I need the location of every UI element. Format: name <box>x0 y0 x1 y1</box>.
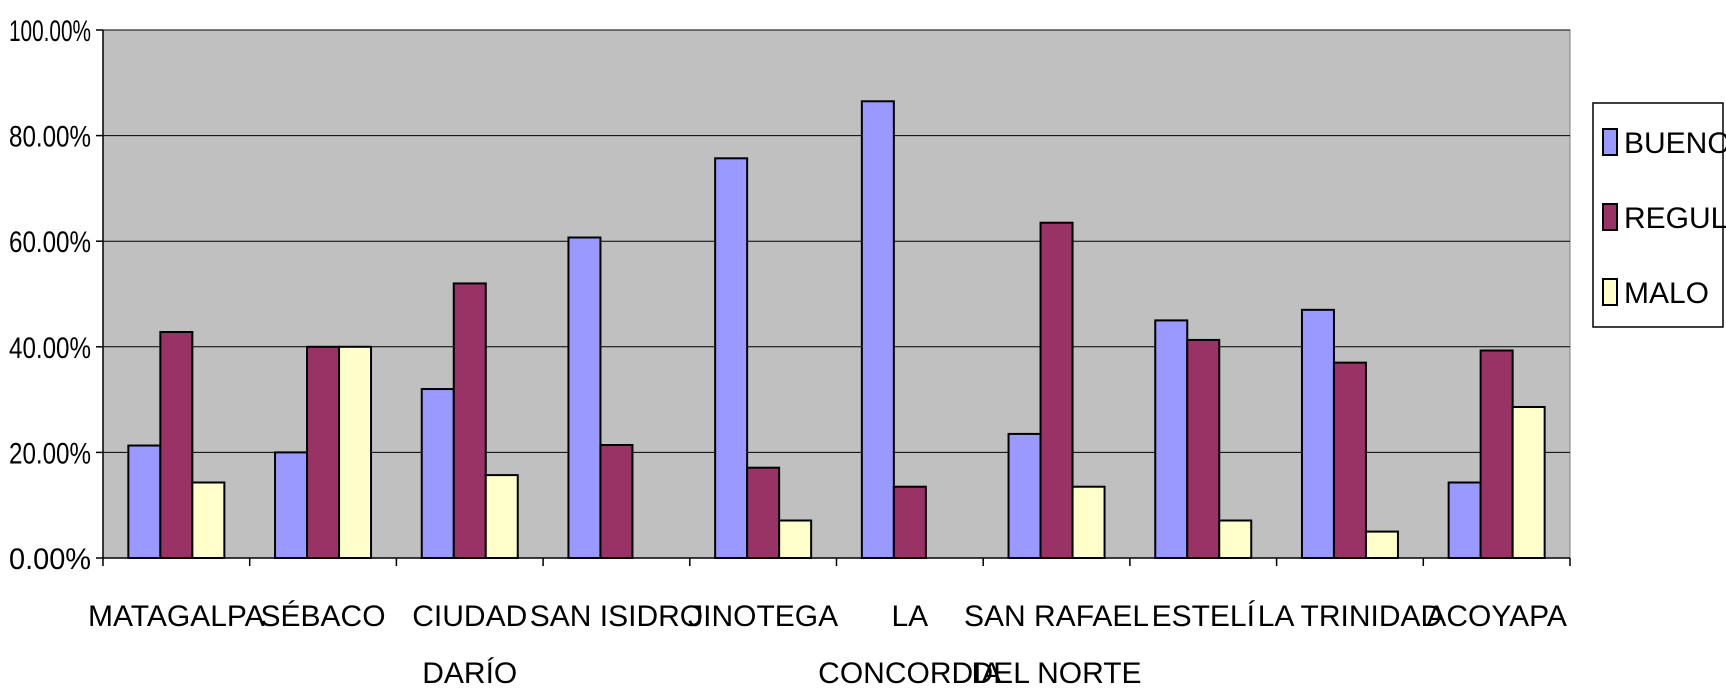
legend-label: BUENO <box>1624 127 1726 160</box>
axes <box>102 30 1571 566</box>
bar-bueno-7 <box>1154 319 1189 559</box>
bar-malo-6 <box>1071 485 1106 559</box>
x-category-label: LA TRINIDAD <box>1258 600 1443 633</box>
bar-bueno-2 <box>420 388 455 560</box>
bar-bueno-0 <box>127 444 162 560</box>
bar-bueno-3 <box>567 236 602 559</box>
y-axis-ticks: 0.00% 20.00% 40.00% 60.00% 80.00% 100.00% <box>9 15 103 576</box>
bar-malo-0 <box>191 481 226 559</box>
y-tick-label: 0.00% <box>9 543 91 576</box>
legend-swatch-malo <box>1602 278 1618 306</box>
x-category-label: CONCORDIA <box>818 657 1001 689</box>
bar-regular-8 <box>1332 361 1367 560</box>
bar-bueno-5 <box>860 100 895 559</box>
bar-bueno-9 <box>1447 481 1482 559</box>
bar-malo-9 <box>1511 405 1546 559</box>
bar-malo-4 <box>778 519 813 560</box>
x-category-label: SÉBACO <box>261 600 386 633</box>
x-category-label: DEL NORTE <box>972 657 1142 689</box>
bar-regular-4 <box>746 466 781 560</box>
bar-malo-2 <box>484 474 519 560</box>
x-category-label: DARÍO <box>422 657 517 689</box>
y-tick-label: 100.00% <box>9 15 91 48</box>
x-category-label: CIUDAD <box>412 600 527 633</box>
bar-bueno-8 <box>1300 308 1335 559</box>
bar-regular-6 <box>1039 221 1074 559</box>
bar-regular-1 <box>306 345 341 559</box>
legend-label: REGULAR <box>1624 202 1726 235</box>
y-tick-label: 80.00% <box>9 121 91 154</box>
bars <box>127 100 1546 560</box>
x-category-label: MATAGALPA <box>88 600 265 633</box>
x-category-label: SAN ISIDRO <box>530 600 703 633</box>
x-category-label: SAN RAFAEL <box>964 600 1149 633</box>
x-category-label: ACOYAPA <box>1426 600 1567 633</box>
bar-malo-1 <box>338 345 373 559</box>
y-tick-label: 40.00% <box>9 332 91 365</box>
bar-malo-7 <box>1218 519 1253 560</box>
legend-swatch-bueno <box>1602 128 1618 156</box>
y-tick-label: 20.00% <box>9 437 91 470</box>
x-category-label: LA <box>891 600 928 633</box>
legend-label: MALO <box>1624 277 1709 310</box>
x-category-label: JINOTEGA <box>688 600 838 633</box>
bar-regular-0 <box>159 331 194 559</box>
bar-regular-7 <box>1186 338 1221 559</box>
bar-regular-3 <box>599 444 634 559</box>
x-category-label: ESTELÍ <box>1152 600 1256 633</box>
bar-bueno-1 <box>274 451 309 559</box>
bar-malo-8 <box>1364 530 1399 559</box>
bar-regular-2 <box>452 282 487 559</box>
legend-swatch-regular <box>1602 203 1618 231</box>
bar-regular-5 <box>892 485 927 559</box>
bar-bueno-6 <box>1007 432 1042 560</box>
legend: BUENO REGULAR MALO <box>1592 102 1726 328</box>
bar-regular-9 <box>1479 349 1514 559</box>
y-tick-label: 60.00% <box>9 226 91 259</box>
bar-bueno-4 <box>714 157 749 560</box>
